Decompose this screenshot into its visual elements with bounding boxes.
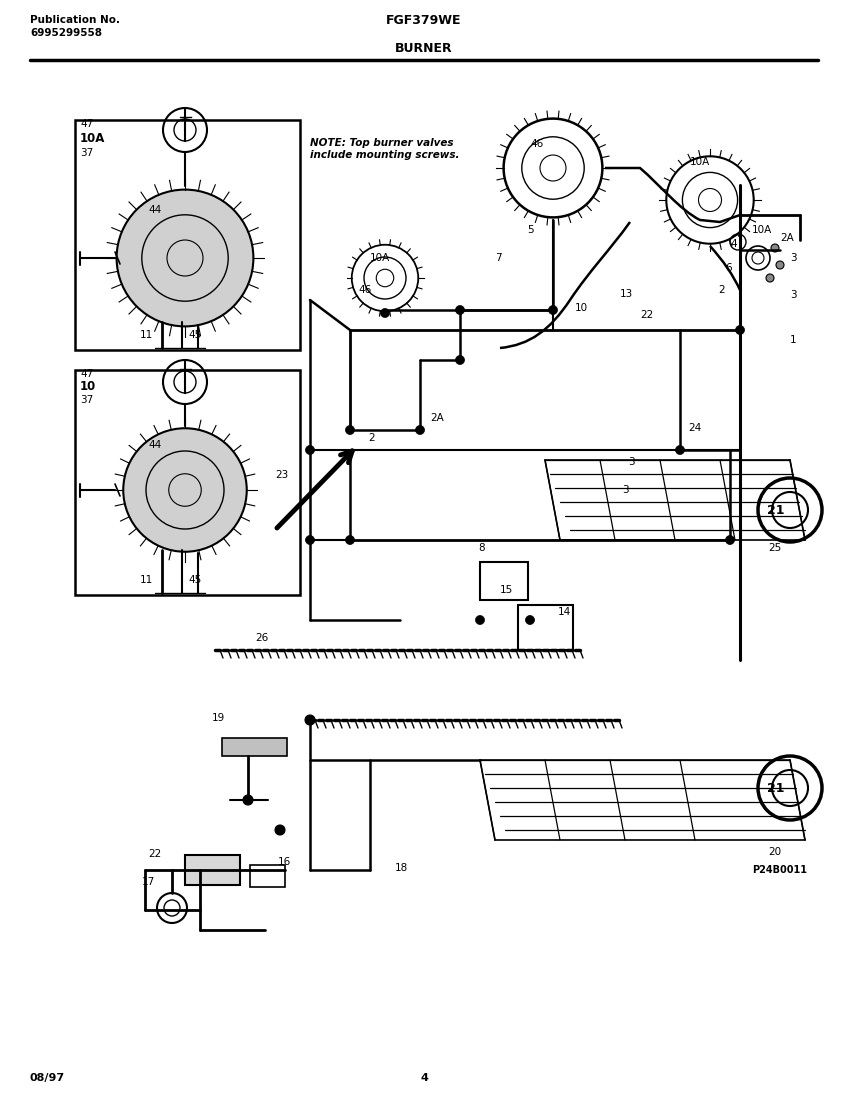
Circle shape bbox=[305, 715, 315, 725]
Text: 44: 44 bbox=[148, 205, 161, 214]
Text: 45: 45 bbox=[188, 330, 201, 340]
Text: 20: 20 bbox=[768, 847, 781, 857]
Text: 19: 19 bbox=[212, 713, 226, 723]
Text: 10A: 10A bbox=[752, 226, 773, 235]
Circle shape bbox=[455, 306, 465, 315]
Text: 3: 3 bbox=[790, 290, 796, 300]
Text: 3: 3 bbox=[622, 485, 628, 495]
Text: 23: 23 bbox=[275, 470, 288, 480]
Bar bbox=[75, 370, 300, 595]
Text: 25: 25 bbox=[768, 543, 781, 553]
Text: 46: 46 bbox=[530, 139, 544, 148]
Circle shape bbox=[676, 446, 684, 454]
Circle shape bbox=[123, 428, 247, 552]
Text: 13: 13 bbox=[620, 289, 633, 299]
Bar bbox=[480, 562, 528, 600]
Text: 11: 11 bbox=[140, 330, 153, 340]
Text: 6: 6 bbox=[725, 263, 732, 273]
Text: 3: 3 bbox=[628, 456, 634, 468]
Circle shape bbox=[771, 244, 779, 252]
Circle shape bbox=[243, 795, 253, 805]
Text: P24B0011: P24B0011 bbox=[752, 865, 807, 874]
Bar bbox=[518, 605, 573, 650]
Text: 18: 18 bbox=[395, 864, 408, 873]
Text: 21: 21 bbox=[767, 781, 784, 794]
Circle shape bbox=[735, 326, 745, 334]
Text: 2: 2 bbox=[718, 285, 725, 295]
Text: 10A: 10A bbox=[690, 157, 711, 167]
Text: 21: 21 bbox=[767, 504, 784, 517]
Text: 22: 22 bbox=[148, 849, 161, 859]
Circle shape bbox=[726, 536, 734, 544]
Text: FGF379WE: FGF379WE bbox=[386, 13, 462, 26]
Circle shape bbox=[766, 274, 774, 282]
Text: 5: 5 bbox=[527, 226, 533, 235]
Text: 22: 22 bbox=[640, 310, 653, 320]
Circle shape bbox=[305, 536, 315, 544]
Circle shape bbox=[381, 308, 389, 318]
Circle shape bbox=[455, 355, 465, 364]
Text: 2A: 2A bbox=[780, 233, 794, 243]
Circle shape bbox=[117, 189, 254, 327]
Text: 37: 37 bbox=[80, 395, 93, 405]
Circle shape bbox=[526, 616, 534, 625]
Text: 7: 7 bbox=[495, 253, 502, 263]
Text: 15: 15 bbox=[500, 585, 513, 595]
Text: 24: 24 bbox=[688, 424, 701, 433]
Text: 47: 47 bbox=[80, 368, 93, 379]
Text: 6995299558: 6995299558 bbox=[30, 28, 102, 38]
Text: 47: 47 bbox=[80, 119, 93, 129]
Text: 8: 8 bbox=[478, 543, 484, 553]
Text: 1: 1 bbox=[790, 336, 796, 345]
Text: 10A: 10A bbox=[370, 253, 390, 263]
Text: Publication No.: Publication No. bbox=[30, 15, 120, 25]
Circle shape bbox=[345, 426, 354, 434]
Text: 17: 17 bbox=[142, 877, 155, 887]
Text: BURNER: BURNER bbox=[395, 42, 453, 55]
Text: 11: 11 bbox=[140, 575, 153, 585]
Text: 3: 3 bbox=[790, 253, 796, 263]
Bar bbox=[185, 855, 240, 886]
Circle shape bbox=[776, 261, 784, 270]
Bar bbox=[75, 120, 300, 350]
Text: 26: 26 bbox=[255, 632, 268, 644]
Bar bbox=[250, 865, 285, 887]
Text: 45: 45 bbox=[188, 575, 201, 585]
Text: 10: 10 bbox=[80, 381, 97, 394]
Circle shape bbox=[275, 825, 285, 835]
Text: 14: 14 bbox=[558, 607, 572, 617]
Text: NOTE: Top burner valves
include mounting screws.: NOTE: Top burner valves include mounting… bbox=[310, 138, 460, 160]
Text: 46: 46 bbox=[358, 285, 371, 295]
Text: 37: 37 bbox=[80, 148, 93, 158]
Circle shape bbox=[549, 306, 557, 315]
Text: 16: 16 bbox=[278, 857, 291, 867]
Text: 4: 4 bbox=[730, 239, 737, 249]
Text: 44: 44 bbox=[148, 440, 161, 450]
Circle shape bbox=[416, 426, 425, 434]
Bar bbox=[222, 738, 287, 756]
Text: 10: 10 bbox=[575, 302, 589, 313]
Text: 2A: 2A bbox=[430, 412, 444, 424]
Text: 4: 4 bbox=[420, 1072, 428, 1084]
Text: 10A: 10A bbox=[80, 132, 105, 144]
Circle shape bbox=[305, 446, 315, 454]
Circle shape bbox=[345, 536, 354, 544]
Circle shape bbox=[476, 616, 484, 625]
Text: 08/97: 08/97 bbox=[30, 1072, 65, 1084]
Text: 2: 2 bbox=[368, 433, 375, 443]
